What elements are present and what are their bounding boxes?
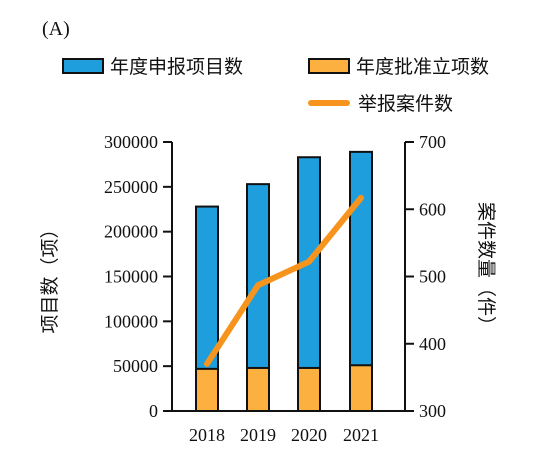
left-tick-label: 150000 [104, 267, 158, 287]
right-axis-title: 案件数量（件） [475, 202, 497, 335]
bar-approved [297, 366, 321, 412]
legend-label-declared: 年度申报项目数 [110, 56, 244, 78]
bar-approved [246, 366, 270, 412]
legend-label-approved: 年度批准立项数 [356, 56, 490, 78]
x-tick-label: 2021 [343, 425, 379, 445]
left-tick-label: 100000 [104, 311, 158, 331]
bar-approved [349, 364, 373, 412]
legend-swatch-declared [62, 57, 104, 74]
x-tick-label: 2020 [291, 425, 327, 445]
left-tick-label: 250000 [104, 177, 158, 197]
right-tick-label: 300 [419, 401, 446, 421]
legend-label-cases: 举报案件数 [358, 93, 454, 115]
x-tick-label: 2019 [240, 425, 276, 445]
left-tick-label: 0 [149, 401, 158, 421]
legend-item-declared: 年度申报项目数 [62, 52, 243, 79]
left-tick-label: 50000 [113, 356, 158, 376]
line-cases [204, 194, 364, 367]
x-tick-label: 2018 [189, 425, 225, 445]
right-tick-label: 400 [419, 334, 446, 354]
bar-approved [195, 367, 219, 412]
left-tick-label: 200000 [104, 222, 158, 242]
right-tick-label: 500 [419, 267, 446, 287]
left-tick-label: 300000 [104, 132, 158, 152]
left-axis-title: 项目数（项） [39, 219, 61, 333]
legend-swatch-approved [308, 57, 350, 74]
right-tick-label: 600 [419, 199, 446, 219]
legend-item-approved: 年度批准立项数 [308, 52, 489, 79]
right-tick-label: 700 [419, 132, 446, 152]
legend-item-cases: 举报案件数 [308, 89, 453, 116]
panel-label: (A) [42, 18, 70, 40]
legend-line-cases [308, 99, 350, 106]
